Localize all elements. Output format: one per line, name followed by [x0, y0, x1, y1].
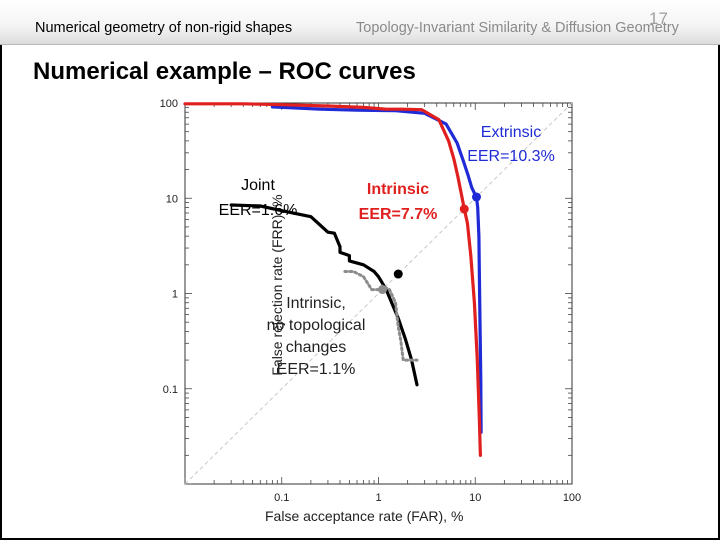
- x-tick-label: 1: [375, 492, 381, 504]
- y-tick-label: 0.1: [163, 384, 178, 396]
- annotation-joint: EER=1.6%: [219, 202, 298, 219]
- slide-header: Numerical geometry of non-rigid shapes T…: [0, 0, 720, 45]
- header-lecture-title: Topology-Invariant Similarity & Diffusio…: [356, 20, 679, 36]
- x-tick-label: 100: [563, 492, 581, 504]
- annotation-extrinsic: EER=10.3%: [467, 148, 555, 165]
- slide-number: 17: [649, 9, 668, 28]
- x-axis-label: False acceptance rate (FAR), %: [265, 508, 464, 524]
- annotation-no-topological-changes: no topological: [267, 317, 366, 334]
- roc-curve-no-topo: [343, 270, 419, 362]
- header-course-title: Numerical geometry of non-rigid shapes: [35, 20, 293, 36]
- eer-marker-no-topo: [378, 285, 388, 295]
- y-tick-label: 1: [172, 289, 178, 301]
- eer-marker-joint: [393, 269, 403, 279]
- roc-curve-extrinsic: [270, 105, 483, 434]
- annotation-no-topological-changes: Intrinsic,: [286, 295, 346, 312]
- annotation-intrinsic: EER=7.7%: [359, 206, 438, 223]
- y-tick-label: 10: [166, 193, 178, 205]
- annotation-intrinsic: Intrinsic: [367, 181, 429, 198]
- slide-title: Numerical example – ROC curves: [33, 58, 416, 85]
- annotation-no-topological-changes: changes: [286, 339, 347, 356]
- x-tick-label: 10: [469, 492, 481, 504]
- roc-curve-intrinsic: [183, 102, 482, 457]
- eer-marker-extrinsic: [471, 192, 481, 202]
- annotation-no-topological-changes: EER=1.1%: [277, 361, 356, 378]
- x-tick-label: 0.1: [274, 492, 289, 504]
- y-tick-label: 100: [160, 98, 178, 110]
- annotation-joint: Joint: [241, 177, 275, 194]
- annotation-extrinsic: Extrinsic: [481, 124, 541, 141]
- eer-marker-intrinsic: [459, 204, 469, 214]
